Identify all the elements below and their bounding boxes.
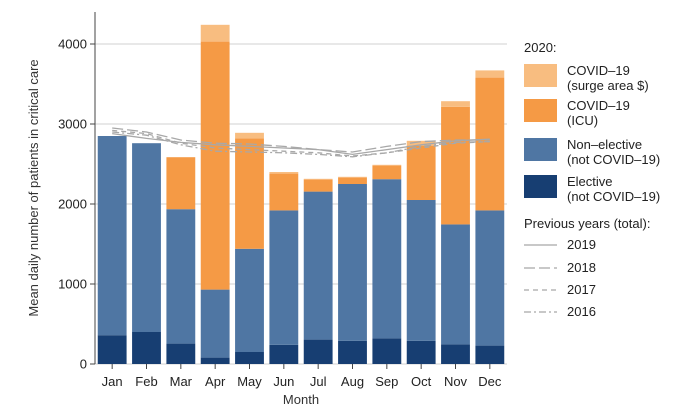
bar-elective-mar bbox=[166, 343, 196, 364]
legend-title-current: 2020: bbox=[524, 40, 557, 55]
x-tick-label-sep: Sep bbox=[375, 374, 398, 389]
bar-elective-jun bbox=[269, 344, 299, 364]
legend-label: Non–elective bbox=[567, 137, 642, 152]
bar-covid-19-icu--jul bbox=[303, 179, 333, 192]
bar-covid-19-surge-area--dec bbox=[475, 70, 505, 78]
y-axis-ticks: 0 1000 2000 3000 4000 bbox=[58, 37, 95, 372]
bar-covid-19-surge-area--oct bbox=[406, 140, 436, 146]
x-tick-label-nov: Nov bbox=[444, 374, 468, 389]
bar-stacks bbox=[97, 24, 505, 364]
bar-elective-dec bbox=[475, 345, 505, 364]
bar-covid-19-surge-area--may bbox=[235, 132, 264, 139]
x-tick-label-jul: Jul bbox=[310, 374, 327, 389]
legend-label-2016: 2016 bbox=[567, 304, 596, 319]
bar-covid-19-icu--sep bbox=[372, 165, 402, 180]
bar-non-elective-aug bbox=[338, 184, 367, 341]
x-tick-label-mar: Mar bbox=[170, 374, 193, 389]
bar-covid-19-icu--may bbox=[235, 138, 264, 249]
legend-label: COVID–19 bbox=[567, 98, 630, 113]
bar-non-elective-mar bbox=[166, 209, 196, 344]
bar-covid-19-icu--jun bbox=[269, 173, 299, 211]
bar-covid-19-icu--oct bbox=[406, 145, 436, 200]
legend-label-2017: 2017 bbox=[567, 282, 596, 297]
x-tick-label-jan: Jan bbox=[102, 374, 123, 389]
bar-non-elective-jan bbox=[97, 136, 127, 336]
x-axis-ticks: Jan Feb Mar Apr May Jun Jul Aug Sep Oct Nov Dec bbox=[102, 364, 502, 389]
legend-swatch bbox=[524, 99, 557, 122]
x-tick-label-apr: Apr bbox=[205, 374, 226, 389]
bar-covid-19-icu--mar bbox=[166, 157, 196, 210]
bar-non-elective-sep bbox=[372, 179, 402, 339]
bar-covid-19-surge-area--sep bbox=[372, 164, 402, 166]
x-tick-label-may: May bbox=[237, 374, 262, 389]
bar-elective-jul bbox=[303, 339, 333, 364]
bar-non-elective-jun bbox=[269, 210, 299, 345]
legend: 2020:COVID–19(surge area $)COVID–19(ICU)… bbox=[524, 40, 660, 319]
x-tick-label-dec: Dec bbox=[478, 374, 502, 389]
bar-covid-19-icu--aug bbox=[338, 177, 367, 184]
legend-label: (not COVID–19) bbox=[567, 189, 660, 204]
bar-covid-19-surge-area--jun bbox=[269, 172, 299, 174]
bar-non-elective-may bbox=[235, 248, 264, 352]
bar-elective-nov bbox=[441, 344, 470, 364]
bar-covid-19-icu--apr bbox=[200, 41, 230, 290]
bar-elective-jan bbox=[97, 335, 127, 364]
bar-elective-apr bbox=[200, 357, 230, 364]
y-tick-label: 0 bbox=[80, 357, 87, 372]
bar-covid-19-surge-area--aug bbox=[338, 176, 367, 178]
x-tick-label-aug: Aug bbox=[341, 374, 364, 389]
bar-non-elective-nov bbox=[441, 224, 470, 345]
bar-elective-aug bbox=[338, 340, 367, 364]
bar-non-elective-apr bbox=[200, 289, 230, 358]
legend-swatch bbox=[524, 138, 557, 161]
bar-covid-19-surge-area--jul bbox=[303, 178, 333, 180]
y-tick-label: 4000 bbox=[58, 37, 87, 52]
legend-swatch bbox=[524, 175, 557, 198]
legend-label: (ICU) bbox=[567, 113, 598, 128]
legend-label: Elective bbox=[567, 174, 613, 189]
bar-non-elective-jul bbox=[303, 191, 333, 340]
x-tick-label-jun: Jun bbox=[273, 374, 294, 389]
x-tick-label-feb: Feb bbox=[135, 374, 157, 389]
legend-label: COVID–19 bbox=[567, 63, 630, 78]
legend-swatch bbox=[524, 64, 557, 87]
legend-label-2018: 2018 bbox=[567, 260, 596, 275]
y-tick-label: 2000 bbox=[58, 197, 87, 212]
bar-covid-19-icu--nov bbox=[441, 106, 470, 225]
y-axis-title: Mean daily number of patients in critica… bbox=[26, 59, 41, 316]
bar-covid-19-surge-area--apr bbox=[200, 24, 230, 42]
bar-elective-sep bbox=[372, 338, 402, 364]
previous-year-lines bbox=[112, 127, 490, 158]
bar-covid-19-icu--dec bbox=[475, 77, 505, 211]
bar-elective-feb bbox=[132, 332, 161, 364]
bar-non-elective-dec bbox=[475, 210, 505, 346]
bar-covid-19-surge-area--nov bbox=[441, 101, 470, 107]
gridlines bbox=[95, 43, 507, 365]
x-tick-label-oct: Oct bbox=[411, 374, 432, 389]
bar-non-elective-feb bbox=[132, 143, 161, 332]
bar-elective-oct bbox=[406, 340, 436, 364]
y-tick-label: 3000 bbox=[58, 117, 87, 132]
line-2016 bbox=[112, 131, 490, 158]
bar-non-elective-oct bbox=[406, 200, 436, 341]
legend-label: (not COVID–19) bbox=[567, 152, 660, 167]
line-2018 bbox=[112, 127, 490, 153]
legend-label: (surge area $) bbox=[567, 78, 649, 93]
x-axis-title: Month bbox=[283, 392, 319, 407]
legend-title-previous: Previous years (total): bbox=[524, 216, 650, 231]
legend-label-2019: 2019 bbox=[567, 237, 596, 252]
y-tick-label: 1000 bbox=[58, 277, 87, 292]
line-2017 bbox=[112, 129, 490, 157]
bar-elective-may bbox=[235, 352, 264, 364]
